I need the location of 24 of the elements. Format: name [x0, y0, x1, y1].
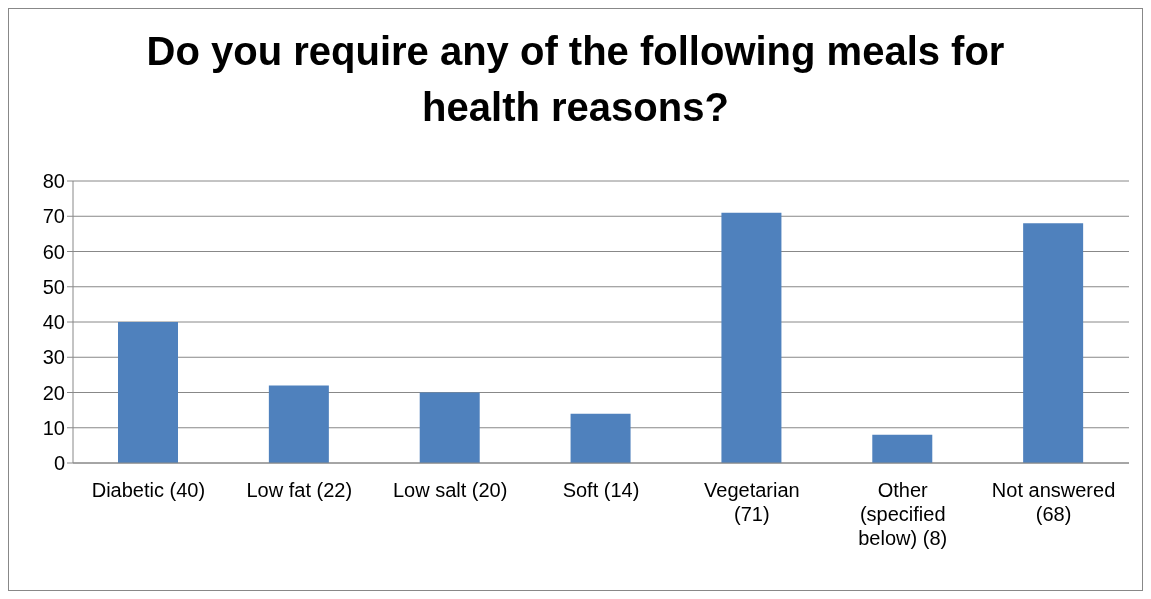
y-tick-label: 20 — [42, 381, 65, 404]
bar — [721, 212, 782, 463]
y-tick-label: 50 — [42, 275, 65, 298]
bar — [872, 434, 933, 463]
x-tick-label: Low salt (20) — [392, 479, 508, 501]
y-tick-label: 30 — [42, 346, 65, 369]
y-tick-label: 70 — [42, 205, 65, 228]
chart-title: Do you require any of the following meals for health reasons? — [145, 28, 1006, 131]
x-tick-label: Soft (14) — [562, 479, 640, 501]
bar — [268, 385, 329, 463]
bar — [1023, 223, 1084, 463]
y-tick-label: 80 — [42, 170, 65, 193]
x-tick-label: Not answered (68) — [991, 479, 1116, 525]
x-tick-label: Vegetarian (71) — [704, 479, 800, 525]
x-tick-label: Diabetic (40) — [91, 479, 206, 501]
y-tick-label: 40 — [42, 311, 65, 334]
bar — [570, 413, 631, 463]
x-tick-label: Other (specified below) (8) — [858, 479, 948, 549]
y-tick-label: 10 — [42, 416, 65, 439]
y-tick-label: 60 — [42, 240, 65, 263]
y-tick-label: 0 — [53, 452, 65, 475]
bar — [419, 392, 480, 463]
bar — [118, 322, 178, 463]
x-tick-label: Low fat (22) — [246, 479, 353, 501]
